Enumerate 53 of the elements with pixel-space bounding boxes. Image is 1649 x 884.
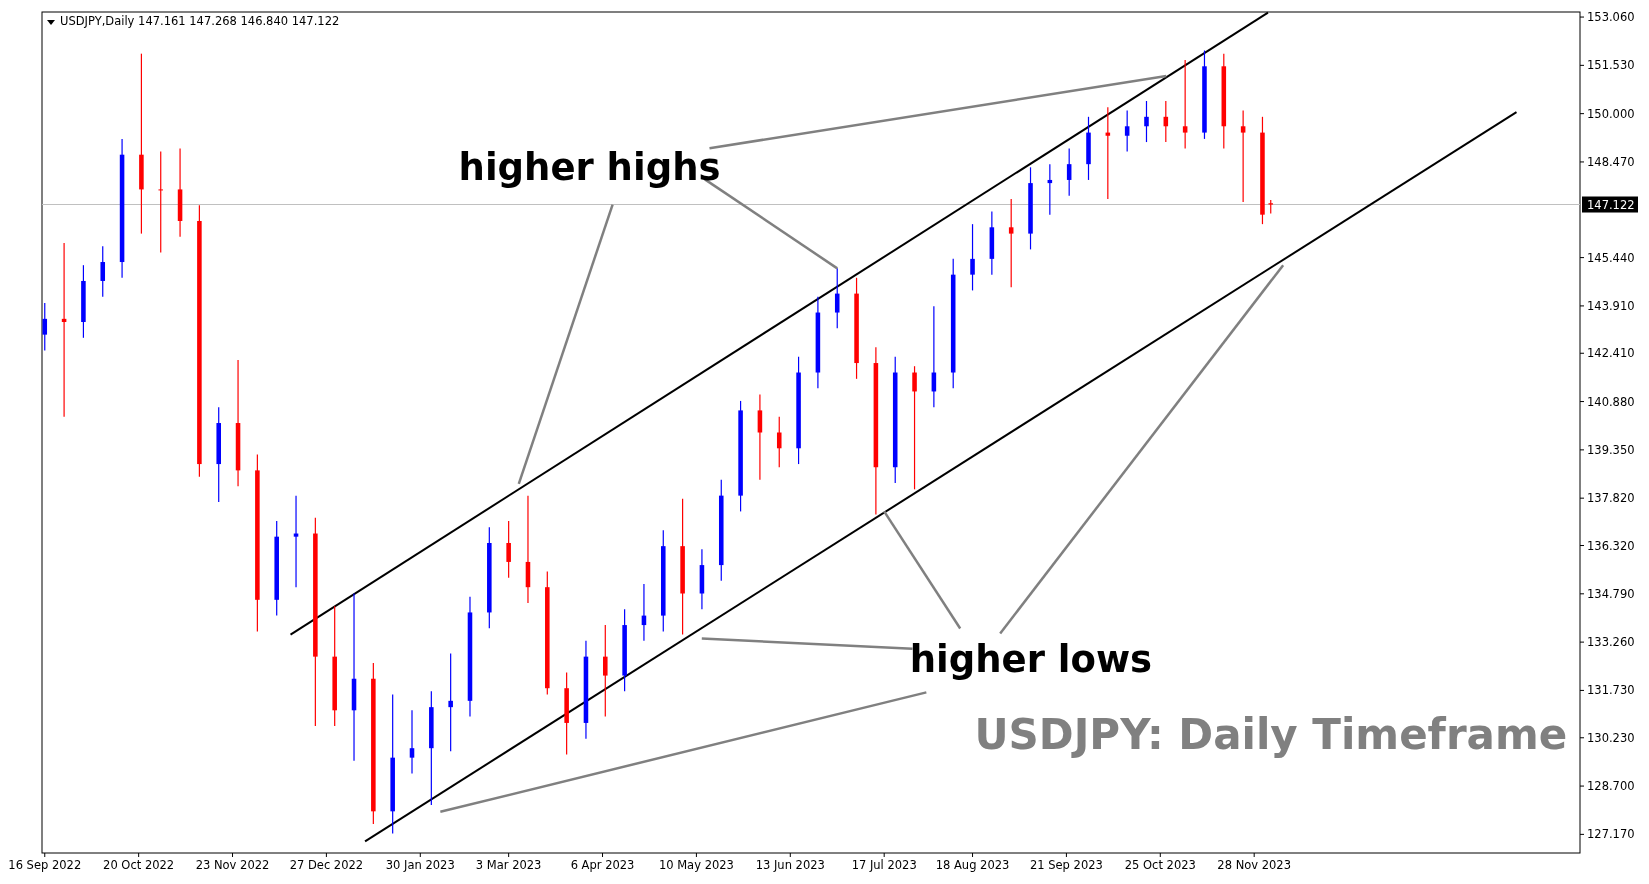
candlestick <box>970 223 975 292</box>
candlestick <box>506 520 511 579</box>
y-tick-label: 148.470 <box>1587 154 1635 169</box>
y-tick-label: 127.170 <box>1587 827 1635 842</box>
y-tick-label: 134.790 <box>1587 586 1635 601</box>
y-tick-label: 153.060 <box>1587 10 1635 25</box>
y-tick-label: 150.000 <box>1587 106 1635 121</box>
x-tick-label: 17 Jul 2023 <box>851 858 917 872</box>
candlestick <box>1240 109 1246 203</box>
candlestick <box>1182 59 1188 149</box>
candlestick <box>757 394 763 481</box>
x-tick-label: 13 Jun 2023 <box>755 858 825 872</box>
y-tick-label: 142.410 <box>1587 346 1635 361</box>
y-tick-label: 137.820 <box>1587 491 1635 506</box>
y-tick-label: 139.350 <box>1587 442 1635 457</box>
candlestick <box>409 709 415 775</box>
x-tick-label: 16 Sep 2022 <box>8 858 82 872</box>
y-tick-label: 133.260 <box>1587 635 1635 650</box>
candlestick <box>100 245 106 298</box>
annotation: higher highs <box>458 145 721 189</box>
y-tick-label: 140.880 <box>1587 394 1635 409</box>
annotation: higher lows <box>909 637 1153 681</box>
chart-title: USDJPY,Daily 147.161 147.268 146.840 147.122 <box>60 14 340 28</box>
y-tick-label: 128.700 <box>1587 779 1635 794</box>
y-tick-label: 143.910 <box>1587 298 1635 313</box>
candlestick <box>1008 198 1014 288</box>
x-tick-label: 30 Jan 2023 <box>385 858 455 872</box>
candlestick <box>603 624 608 718</box>
x-tick-label: 18 Aug 2023 <box>935 858 1010 872</box>
x-tick-label: 10 May 2023 <box>658 858 734 872</box>
x-tick-label: 23 Nov 2022 <box>195 858 270 872</box>
text: USDJPY: Daily Timeframe <box>974 710 1568 760</box>
candlestick <box>42 302 48 352</box>
y-tick-label: 151.530 <box>1587 58 1635 73</box>
candlestick <box>1144 100 1149 143</box>
x-tick-label: 25 Oct 2023 <box>1124 858 1196 872</box>
x-tick-label: 27 Dec 2022 <box>289 858 364 872</box>
x-tick-label: 3 Mar 2023 <box>475 858 542 872</box>
candlestick <box>448 652 453 752</box>
candlestick <box>834 267 840 329</box>
x-tick-label: 6 Apr 2023 <box>570 858 635 872</box>
candlestick <box>776 416 782 468</box>
y-tick-label: 131.730 <box>1587 683 1635 698</box>
x-tick-label: 28 Nov 2023 <box>1217 858 1291 872</box>
x-tick-label: 21 Sep 2023 <box>1029 858 1103 872</box>
y-tick-label: 136.320 <box>1587 538 1635 553</box>
y-tick-label: 130.230 <box>1587 730 1635 745</box>
candlestick <box>158 150 164 254</box>
candlestick <box>912 365 917 490</box>
y-tick-label: 145.440 <box>1587 250 1635 265</box>
candlestick <box>1124 109 1130 153</box>
x-tick-label: 20 Oct 2022 <box>103 858 175 872</box>
ref-line-label: 147.122 <box>1587 197 1635 212</box>
